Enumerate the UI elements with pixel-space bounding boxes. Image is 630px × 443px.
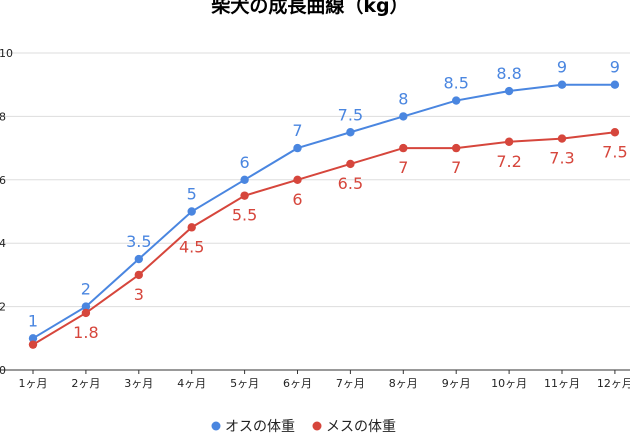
data-point [610,80,620,89]
data-label: 6 [240,153,250,172]
data-point [240,175,249,184]
data-point [346,159,355,169]
data-point [81,302,91,311]
data-point [240,191,249,200]
legend-marker-female [312,421,322,431]
y-tick-label: 4 [0,237,6,250]
series-line [32,131,616,346]
data-label: 4.5 [179,237,204,256]
data-label: 5 [187,185,197,204]
data-point [134,254,143,264]
data-point [452,143,461,153]
data-label: 7.5 [602,142,627,161]
series-layer: 1 2 3.5 5 6 7 7.5 8 8.5 8.8 9 9 1.8 3 4.5 5.5 6 6.5 7 7 7.2 7… [28,58,628,349]
y-tick-label: 2 [0,301,6,314]
data-label: 6.5 [338,174,363,193]
data-label: 5.5 [232,206,257,225]
data-label: 3 [134,285,144,304]
data-point [81,308,91,318]
data-label: 7 [292,121,302,140]
data-label: 8.8 [496,64,521,83]
data-point [134,270,143,280]
data-label: 7.3 [549,149,574,168]
x-tick-label: 12ヶ月 [597,377,630,390]
y-tick-label: 6 [0,174,6,187]
x-tick-label: 9ヶ月 [442,377,471,390]
data-label: 9 [557,58,567,77]
data-label: 1 [28,311,38,330]
data-label: 6 [292,190,302,209]
data-point [399,112,408,121]
x-axis-ticks: 1ヶ月 2ヶ月 3ヶ月 4ヶ月 5ヶ月 6ヶ月 7ヶ月 8ヶ月 9ヶ月 10ヶ月 11ヶ月 12ヶ月 [19,370,630,390]
data-label: 9 [610,58,620,77]
data-point [452,96,461,105]
data-point [293,143,302,153]
data-point [504,86,514,96]
series-1: 1.8 3 4.5 5.5 6 6.5 7 7 7.2 7.3 7.5 [28,128,628,349]
x-tick-label: 5ヶ月 [230,377,259,390]
x-tick-label: 7ヶ月 [336,377,365,390]
x-tick-label: 8ヶ月 [389,377,418,390]
legend-label-female: メスの体重 [326,419,396,435]
series-line [32,83,615,340]
legend-marker-male [211,421,221,431]
y-axis-ticks: 0 2 4 6 8 10 [0,47,13,377]
x-tick-label: 6ヶ月 [283,377,312,390]
gridlines [0,52,630,371]
data-label: 8 [398,89,408,108]
data-point [187,207,196,216]
data-point [504,137,514,146]
data-label: 7 [451,158,461,177]
chart-title: 柴犬の成長曲線（kg） [210,0,408,17]
data-point [28,340,38,349]
data-label: 2 [81,280,91,299]
data-point [28,334,38,343]
legend: オスの体重 メスの体重 [211,419,396,435]
x-tick-label: 4ヶ月 [177,377,206,390]
data-label: 3.5 [126,232,151,251]
data-label: 8.5 [443,74,468,93]
legend-label-male: オスの体重 [225,419,295,435]
x-tick-label: 3ヶ月 [124,377,153,390]
data-point [346,128,355,137]
data-label: 1.8 [73,323,98,342]
x-tick-label: 1ヶ月 [19,377,48,390]
data-point [187,223,196,232]
data-point [557,80,567,89]
data-point [610,128,620,137]
data-label: 7.2 [496,152,521,171]
x-tick-label: 11ヶ月 [544,377,580,390]
y-tick-label: 10 [0,47,13,60]
data-point [399,143,408,153]
data-label: 7 [398,158,408,177]
y-tick-label: 0 [0,364,6,377]
x-tick-label: 10ヶ月 [491,377,527,390]
data-point [557,134,567,143]
data-label: 7.5 [338,105,363,124]
y-tick-label: 8 [0,110,6,123]
data-point [293,175,302,184]
x-tick-label: 2ヶ月 [71,377,100,390]
series-0: 1 2 3.5 5 6 7 7.5 8 8.5 8.8 9 9 [28,58,620,343]
